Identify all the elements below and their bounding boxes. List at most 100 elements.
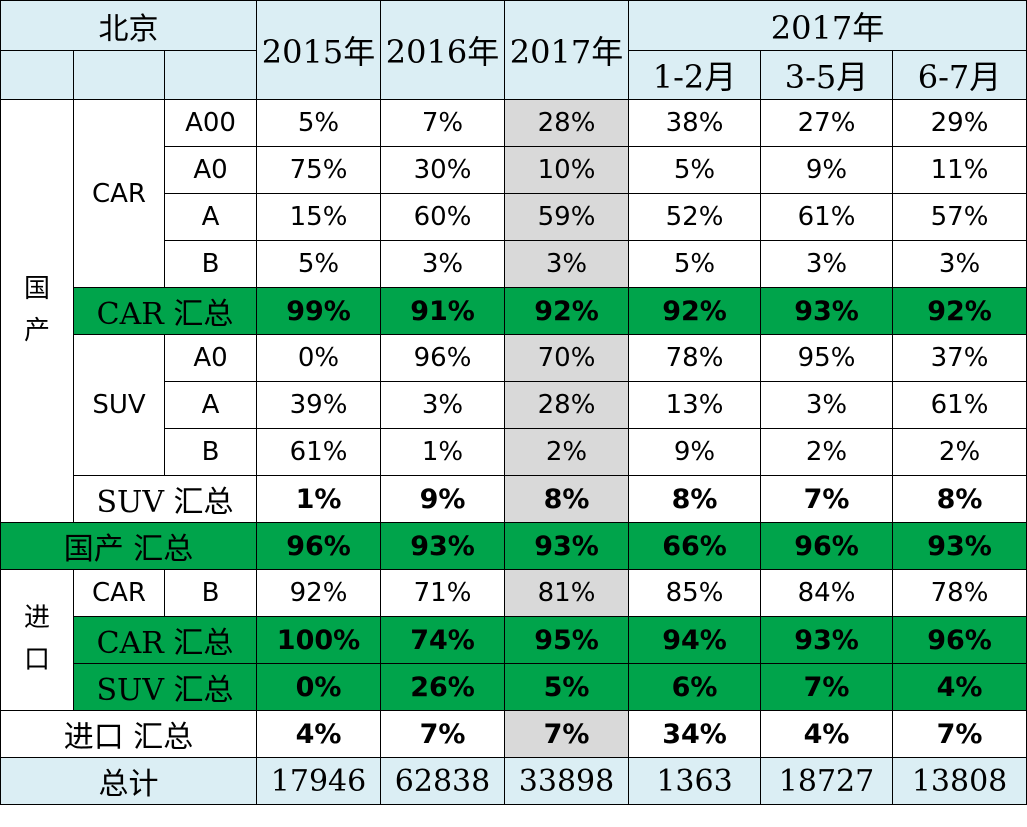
summary-cell: 6%	[628, 663, 762, 711]
table-cell: 2%	[892, 428, 1027, 476]
table-cell: 13%	[628, 381, 762, 429]
table-cell: 37%	[892, 334, 1027, 382]
summary-cell: 91%	[380, 287, 506, 335]
table-cell: 29%	[892, 99, 1027, 147]
summary-cell: 96%	[760, 522, 894, 570]
segment-label: A	[163, 381, 258, 429]
domestic-car-summary-label: CAR 汇总	[72, 287, 258, 335]
summary-cell: 4%	[760, 710, 894, 758]
total-cell: 18727	[760, 757, 894, 805]
col-header-2016: 2016年	[380, 0, 506, 100]
table-cell: 71%	[380, 569, 506, 617]
table-cell: 3%	[504, 240, 630, 288]
summary-cell: 8%	[628, 475, 762, 523]
table-cell: 3%	[892, 240, 1027, 288]
summary-cell: 66%	[628, 522, 762, 570]
table-cell: 3%	[380, 240, 506, 288]
imported-suv-summary-label: SUV 汇总	[72, 663, 258, 711]
table-cell: 3%	[380, 381, 506, 429]
total-cell: 33898	[504, 757, 630, 805]
summary-cell: 93%	[760, 616, 894, 664]
summary-cell: 93%	[760, 287, 894, 335]
table-cell: 78%	[892, 569, 1027, 617]
summary-cell: 8%	[892, 475, 1027, 523]
segment-label: B	[163, 240, 258, 288]
col-group-2017: 2017年	[628, 0, 1027, 51]
col-header-2015: 2015年	[256, 0, 382, 100]
summary-cell: 100%	[256, 616, 382, 664]
summary-cell: 8%	[504, 475, 630, 523]
table-cell: 75%	[256, 146, 382, 194]
header-blank-1	[0, 50, 74, 100]
table-cell: 5%	[256, 99, 382, 147]
table-cell: 5%	[256, 240, 382, 288]
table-cell: 95%	[760, 334, 894, 382]
table-cell: 27%	[760, 99, 894, 147]
summary-cell: 92%	[504, 287, 630, 335]
summary-cell: 99%	[256, 287, 382, 335]
table-cell: 7%	[380, 99, 506, 147]
table-cell: 78%	[628, 334, 762, 382]
table-cell: 85%	[628, 569, 762, 617]
table-cell: 81%	[504, 569, 630, 617]
domestic-label: 国产	[0, 99, 74, 523]
col-header-jun-jul: 6-7月	[892, 50, 1027, 100]
total-cell: 13808	[892, 757, 1027, 805]
table-cell: 15%	[256, 193, 382, 241]
domestic-suv-summary-label: SUV 汇总	[72, 475, 258, 523]
table-cell: 61%	[892, 381, 1027, 429]
segment-label: B	[163, 428, 258, 476]
imported-car-label: CAR	[73, 569, 165, 617]
imported-summary-label: 进口 汇总	[0, 710, 258, 758]
summary-cell: 7%	[760, 663, 894, 711]
table-cell: 9%	[628, 428, 762, 476]
table-cell: 3%	[760, 381, 894, 429]
table-cell: 10%	[504, 146, 630, 194]
summary-cell: 93%	[892, 522, 1027, 570]
summary-cell: 96%	[892, 616, 1027, 664]
table-cell: 96%	[380, 334, 506, 382]
summary-cell: 96%	[256, 522, 382, 570]
table-cell: 1%	[380, 428, 506, 476]
table-cell: 61%	[256, 428, 382, 476]
total-cell: 17946	[256, 757, 382, 805]
summary-cell: 93%	[504, 522, 630, 570]
table-cell: 5%	[628, 146, 762, 194]
header-blank-2	[73, 50, 165, 100]
summary-cell: 92%	[892, 287, 1027, 335]
table-cell: 5%	[628, 240, 762, 288]
table-cell: 60%	[380, 193, 506, 241]
domestic-car-label: CAR	[73, 99, 165, 288]
summary-cell: 7%	[504, 710, 630, 758]
table-cell: 11%	[892, 146, 1027, 194]
table-cell: 52%	[628, 193, 762, 241]
col-header-jan-feb: 1-2月	[628, 50, 762, 100]
col-header-2017: 2017年	[504, 0, 630, 100]
share-table: 北京 2015年 2016年 2017年 2017年 1-2月 3-5月 6-7…	[0, 0, 1027, 805]
header-blank-3	[163, 50, 258, 100]
summary-cell: 95%	[504, 616, 630, 664]
table-cell: 0%	[256, 334, 382, 382]
summary-cell: 9%	[380, 475, 506, 523]
col-header-mar-may: 3-5月	[760, 50, 894, 100]
table-cell: 2%	[760, 428, 894, 476]
total-cell: 62838	[380, 757, 506, 805]
summary-cell: 74%	[380, 616, 506, 664]
domestic-summary-label: 国产 汇总	[0, 522, 258, 570]
summary-cell: 26%	[380, 663, 506, 711]
summary-cell: 4%	[256, 710, 382, 758]
table-cell: 28%	[504, 381, 630, 429]
summary-cell: 1%	[256, 475, 382, 523]
table-cell: 61%	[760, 193, 894, 241]
imported-car-summary-label: CAR 汇总	[72, 616, 258, 664]
table-cell: 30%	[380, 146, 506, 194]
table-title: 北京	[0, 0, 258, 51]
table-cell: 9%	[760, 146, 894, 194]
segment-label: B	[163, 569, 258, 617]
summary-cell: 7%	[892, 710, 1027, 758]
table-cell: 38%	[628, 99, 762, 147]
domestic-suv-label: SUV	[73, 334, 165, 476]
table-cell: 28%	[504, 99, 630, 147]
table-cell: 59%	[504, 193, 630, 241]
segment-label: A	[163, 193, 258, 241]
